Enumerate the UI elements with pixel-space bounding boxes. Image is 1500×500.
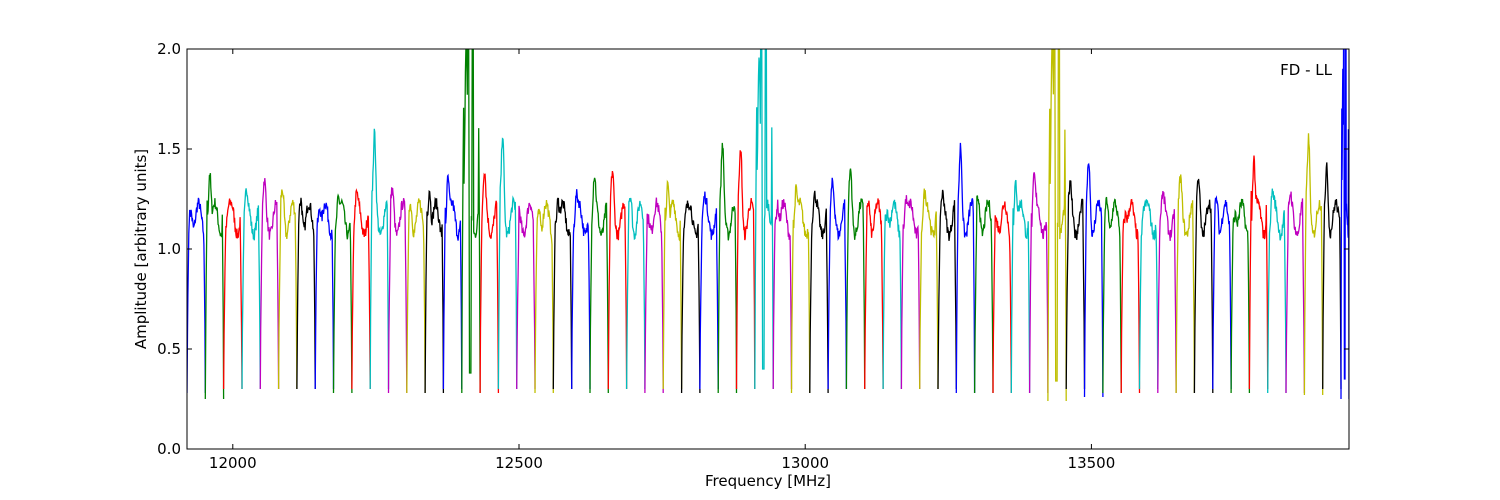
series-line-52	[1138, 199, 1159, 390]
series-line-36	[845, 168, 866, 390]
series-line-4	[259, 178, 280, 390]
series-line-63	[1340, 49, 1349, 400]
y-tick-label: 1.0	[157, 240, 181, 258]
series-line-61	[1303, 133, 1324, 396]
x-tick-label: 12500	[495, 454, 543, 472]
series-line-48	[1065, 180, 1086, 390]
y-tick-label: 2.0	[157, 40, 181, 58]
series-line-57	[1230, 198, 1251, 394]
series-line-44	[992, 201, 1012, 394]
series-line-45	[1010, 179, 1031, 394]
series-line-17	[497, 137, 518, 390]
series-line-15	[461, 49, 481, 394]
series-line-20	[552, 197, 573, 390]
panel-annotation: FD - LL	[1280, 61, 1332, 79]
series-line-58	[1248, 155, 1269, 390]
series-line-30	[735, 150, 756, 390]
series-line-33	[790, 184, 811, 394]
series-line-2	[222, 198, 243, 390]
x-axis-title: Frequency [MHz]	[705, 472, 831, 490]
series-layer	[187, 49, 1349, 402]
series-line-16	[479, 172, 500, 394]
series-line-41	[937, 189, 957, 390]
series-line-43	[973, 195, 994, 394]
x-tick-label: 13000	[781, 454, 829, 472]
series-line-60	[1285, 191, 1306, 394]
series-line-26	[662, 179, 683, 390]
series-line-13	[424, 189, 445, 394]
series-line-28	[699, 191, 719, 390]
y-tick-label: 0.5	[157, 340, 181, 358]
series-line-32	[772, 199, 793, 390]
series-line-22	[589, 177, 609, 394]
series-line-6	[296, 197, 316, 390]
series-line-24	[625, 197, 646, 390]
series-line-47	[1047, 49, 1067, 402]
y-axis-title: Amplitude [arbitrary units]	[132, 149, 150, 349]
series-line-38	[882, 199, 903, 390]
series-line-7	[314, 202, 335, 390]
series-line-19	[534, 199, 554, 394]
series-line-25	[644, 197, 664, 394]
series-line-5	[277, 189, 298, 390]
series-line-21	[571, 189, 591, 390]
series-line-3	[241, 188, 261, 390]
series-line-27	[680, 200, 701, 394]
series-line-1	[204, 173, 225, 400]
series-line-39	[900, 195, 921, 390]
series-line-37	[864, 198, 884, 390]
series-line-0	[187, 197, 206, 394]
series-line-54	[1175, 174, 1196, 394]
series-line-35	[827, 177, 848, 390]
x-tick-label: 12000	[209, 454, 257, 472]
series-line-10	[369, 128, 390, 390]
series-line-59	[1267, 188, 1287, 394]
series-line-12	[406, 198, 426, 394]
ticks-layer: 12000 12500 13000 13500 0.0 0.5 1.0 1.5 2.0	[157, 40, 1349, 472]
series-line-56	[1212, 195, 1232, 390]
series-line-8	[332, 193, 353, 394]
series-line-34	[809, 190, 829, 394]
series-line-11	[387, 187, 408, 394]
series-line-31	[754, 49, 774, 390]
series-line-40	[919, 188, 939, 390]
series-line-14	[442, 173, 463, 390]
series-line-23	[607, 170, 628, 390]
series-line-29	[717, 142, 738, 394]
y-tick-label: 1.5	[157, 140, 181, 158]
series-line-42	[955, 142, 976, 394]
series-line-9	[351, 188, 371, 390]
series-line-55	[1193, 178, 1214, 394]
series-line-46	[1028, 172, 1049, 394]
series-line-53	[1157, 190, 1177, 394]
series-line-49	[1083, 162, 1104, 398]
series-line-50	[1102, 196, 1122, 394]
series-line-62	[1322, 162, 1342, 390]
series-line-51	[1120, 198, 1141, 394]
y-tick-label: 0.0	[157, 440, 181, 458]
x-tick-label: 13500	[1068, 454, 1116, 472]
series-line-18	[516, 202, 536, 390]
